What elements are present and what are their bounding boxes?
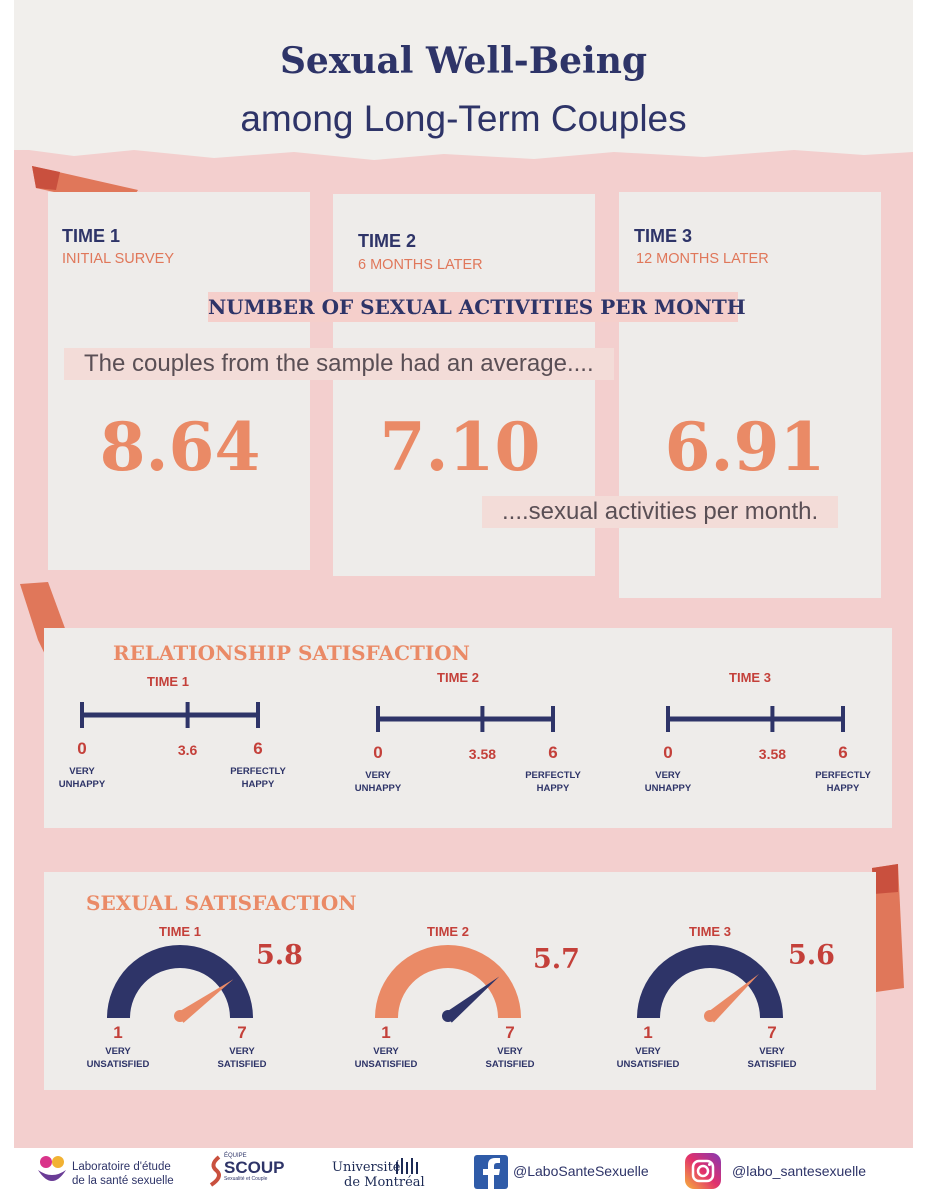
- scoup-sub: Sexualité et Couple: [224, 1176, 268, 1182]
- relationship-max-label-1: PERFECTLY HAPPY: [230, 766, 286, 790]
- time1-panel: [48, 192, 310, 570]
- sexual-min-label-2: VERY UNSATISFIED: [354, 1046, 418, 1070]
- gauge-arc: [107, 945, 253, 1018]
- sexual-min-label-1: VERY UNSATISFIED: [86, 1046, 150, 1070]
- relationship-min-1: 0: [77, 739, 87, 758]
- sexual-max-3: 7: [767, 1023, 777, 1042]
- relationship-time3-label: TIME 3: [729, 670, 771, 685]
- udem-line1: Université: [332, 1160, 401, 1175]
- relationship-min-label-2: VERY UNHAPPY: [354, 770, 402, 794]
- relationship-max-3: 6: [838, 743, 848, 762]
- scoup-name: SCOUP: [224, 1158, 285, 1177]
- scoup-logo: ÉQUIPE SCOUP Sexualité et Couple: [224, 1153, 284, 1182]
- lab-logo-icon: [38, 1156, 66, 1181]
- sexual-min-label-3: VERY UNSATISFIED: [616, 1046, 680, 1070]
- sexual-time1-label: TIME 1: [159, 924, 201, 939]
- sexual-value-1: 5.8: [256, 940, 303, 971]
- gauge-arc: [375, 945, 521, 1018]
- scoup-top: ÉQUIPE: [224, 1153, 247, 1159]
- facebook-icon[interactable]: [474, 1155, 508, 1189]
- page-title: Sexual Well-Being: [279, 40, 648, 82]
- activity-value-time1: 8.64: [99, 408, 261, 486]
- time2-sub: 6 MONTHS LATER: [358, 257, 483, 273]
- lab-line2: de la santé sexuelle: [72, 1175, 174, 1187]
- sexual-value-2: 5.7: [533, 944, 580, 975]
- sexual-min-3: 1: [643, 1023, 653, 1042]
- sexual-max-label-2: VERY SATISFIED: [485, 1046, 535, 1070]
- gauge-hub: [174, 1010, 186, 1022]
- relationship-min-label-1: VERY UNHAPPY: [58, 766, 106, 790]
- sexual-gauge-1: [107, 945, 253, 1023]
- relationship-value-1: 3.6: [177, 742, 198, 758]
- gauge-needle: [444, 976, 500, 1023]
- relationship-min-3: 0: [663, 743, 673, 762]
- activities-outro: ....sexual activities per month.: [482, 496, 839, 528]
- gauge-needle: [176, 979, 234, 1023]
- sexual-value-3: 5.6: [788, 940, 835, 971]
- sexual-time2-label: TIME 2: [427, 924, 469, 939]
- relationship-panel: [44, 628, 892, 828]
- sexual-time3-label: TIME 3: [689, 924, 731, 939]
- time2-label: TIME 2: [358, 231, 417, 251]
- gauge-needle: [705, 973, 760, 1023]
- tape-decoration-right: [872, 864, 904, 992]
- gauge-arc: [637, 945, 783, 1018]
- activities-intro: The couples from the sample had an avera…: [64, 348, 614, 380]
- relationship-value-3: 3.58: [758, 746, 787, 762]
- sexual-min-1: 1: [113, 1023, 123, 1042]
- relationship-max-label-3: PERFECTLY HAPPY: [815, 770, 871, 794]
- page-subtitle: among Long-Term Couples: [240, 98, 687, 139]
- sexual-max-label-1: VERY SATISFIED: [217, 1046, 267, 1070]
- relationship-max-1: 6: [253, 739, 263, 758]
- relationship-scale-1: [80, 702, 260, 728]
- relationship-time1-label: TIME 1: [147, 674, 189, 689]
- sexual-max-1: 7: [237, 1023, 247, 1042]
- footer: [14, 1148, 913, 1200]
- relationship-scale-3: [666, 706, 845, 732]
- activity-value-time3: 6.91: [664, 408, 826, 486]
- relationship-title: RELATIONSHIP SATISFACTION: [113, 641, 470, 665]
- relationship-value-2: 3.58: [468, 746, 497, 762]
- relationship-scale-2: [376, 706, 555, 732]
- time1-sub: INITIAL SURVEY: [62, 251, 175, 267]
- relationship-max-label-2: PERFECTLY HAPPY: [525, 770, 581, 794]
- instagram-handle[interactable]: @labo_santesexuelle: [732, 1163, 867, 1179]
- sexual-gauge-2: [375, 945, 521, 1023]
- activities-banner: NUMBER OF SEXUAL ACTIVITIES PER MONTH: [208, 292, 746, 322]
- gauge-hub: [704, 1010, 716, 1022]
- sexual-gauge-3: [637, 945, 783, 1023]
- relationship-min-2: 0: [373, 743, 383, 762]
- time3-label: TIME 3: [634, 226, 693, 246]
- scoup-logo-icon: [209, 1155, 221, 1187]
- time1-label: TIME 1: [62, 226, 121, 246]
- relationship-max-2: 6: [548, 743, 558, 762]
- udem-logo: Université de Montréal: [332, 1160, 425, 1190]
- facebook-handle[interactable]: @LaboSanteSexuelle: [513, 1163, 649, 1179]
- time3-panel: [619, 192, 881, 598]
- lab-line1: Laboratoire d'étude: [72, 1161, 171, 1173]
- udem-line2: de Montréal: [344, 1175, 425, 1190]
- activity-value-time2: 7.10: [379, 408, 541, 486]
- instagram-icon[interactable]: [685, 1153, 721, 1189]
- udem-emblem-icon: [396, 1158, 418, 1174]
- sexual-title: SEXUAL SATISFACTION: [86, 891, 357, 915]
- sexual-panel: [44, 872, 876, 1090]
- torn-paper-edge: [14, 140, 913, 160]
- time3-sub: 12 MONTHS LATER: [636, 251, 769, 267]
- gauge-hub: [442, 1010, 454, 1022]
- lab-name: Laboratoire d'étude de la santé sexuelle: [72, 1160, 174, 1188]
- sexual-max-2: 7: [505, 1023, 515, 1042]
- sexual-min-2: 1: [381, 1023, 391, 1042]
- sexual-max-label-3: VERY SATISFIED: [747, 1046, 797, 1070]
- relationship-time2-label: TIME 2: [437, 670, 479, 685]
- relationship-min-label-3: VERY UNHAPPY: [644, 770, 692, 794]
